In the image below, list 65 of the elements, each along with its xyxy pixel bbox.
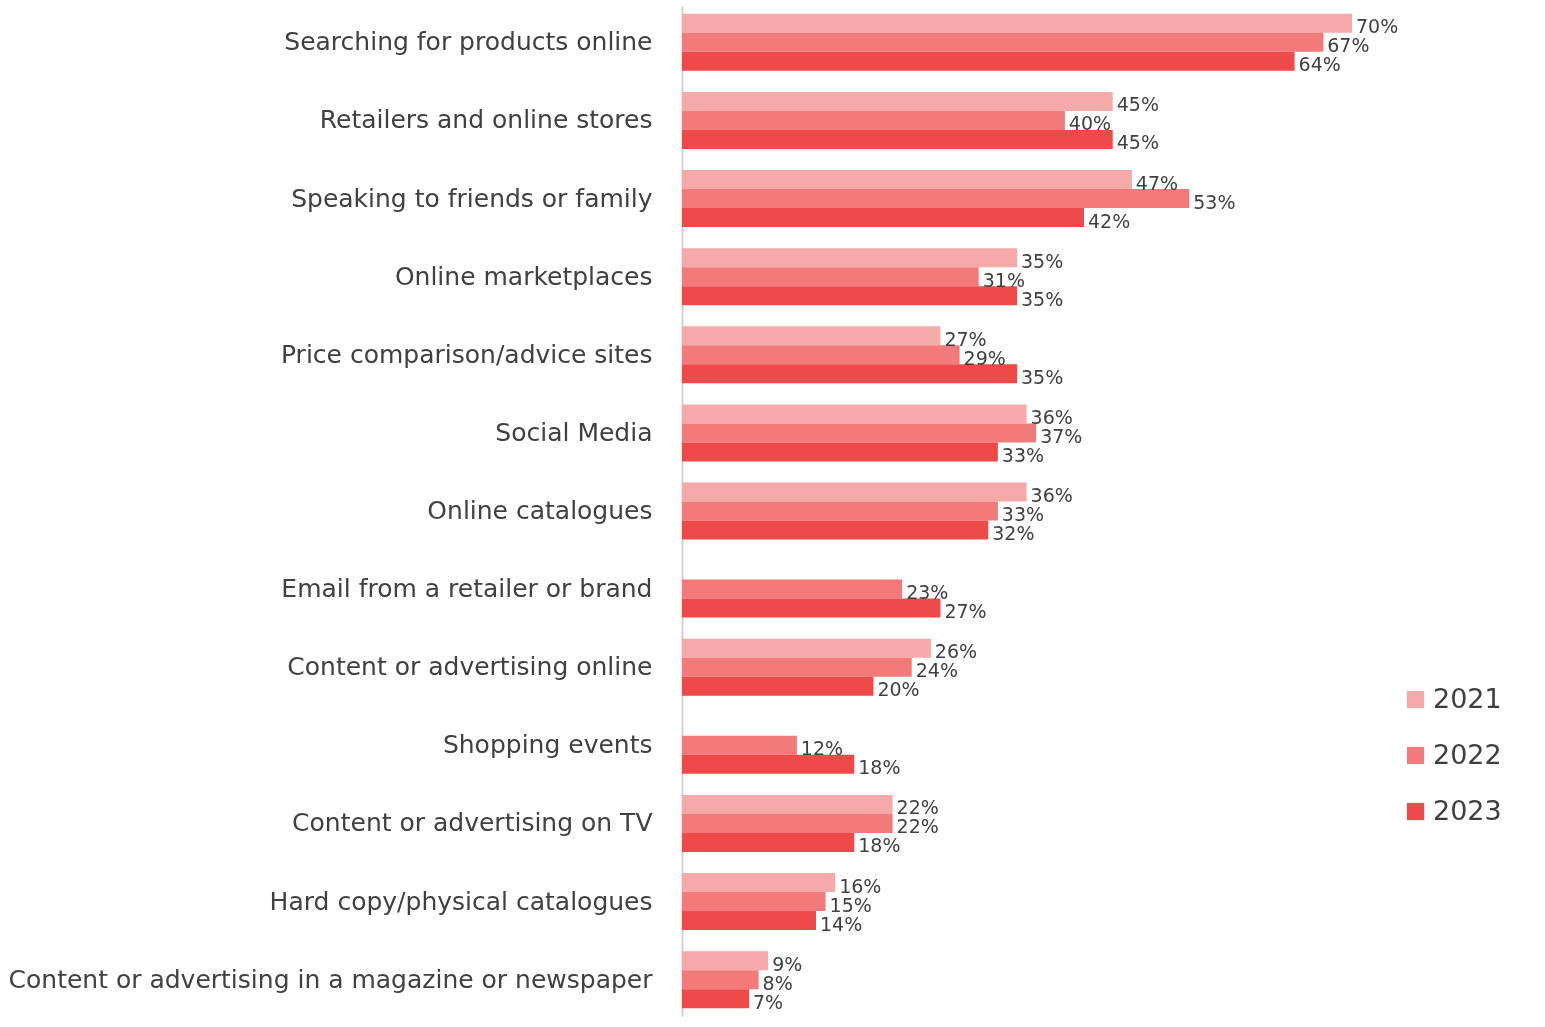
bar: [682, 51, 1295, 71]
bar: [682, 364, 1017, 384]
data-label: 36%: [1030, 483, 1073, 506]
y-tick-label: Content or advertising in a magazine or newspaper: [8, 964, 654, 994]
y-tick-label: Email from a retailer or brand: [281, 574, 653, 604]
data-label: 33%: [1001, 503, 1045, 525]
y-tick-label: Searching for products online: [284, 27, 653, 57]
bar: [682, 892, 826, 912]
bar: [682, 13, 1352, 33]
data-label: 12%: [800, 737, 844, 760]
y-tick-label: Retailers and online stores: [319, 105, 653, 135]
bar: [682, 248, 1017, 268]
data-label: 35%: [1021, 365, 1064, 388]
bar: [682, 442, 998, 462]
bar: [682, 579, 903, 599]
legend-label: 2022: [1433, 738, 1502, 770]
bar: [682, 482, 1027, 502]
y-tick-label: Content or advertising online: [287, 652, 653, 682]
bar: [682, 110, 1065, 130]
bar: [682, 735, 797, 755]
bar: [682, 598, 941, 618]
bar: [682, 32, 1324, 52]
y-tick-label: Online catalogues: [427, 496, 653, 525]
y-tick-label: Price comparison/advice sites: [280, 339, 653, 369]
data-label: 45%: [1116, 131, 1159, 154]
bar: [682, 970, 759, 990]
bar: [682, 345, 960, 365]
bar: [682, 170, 1132, 190]
y-tick-label: Content or advertising on TV: [292, 808, 653, 838]
bar: [682, 423, 1037, 443]
y-tick-label: Online marketplaces: [394, 261, 653, 291]
bar: [682, 951, 769, 971]
bar: [682, 404, 1027, 424]
bar: [682, 129, 1113, 149]
bar: [682, 911, 816, 931]
bar: [682, 813, 893, 833]
bar: [682, 501, 998, 521]
bar: [682, 989, 749, 1009]
data-label: 47%: [1135, 171, 1179, 194]
bar: [682, 676, 874, 696]
legend-label: 2023: [1433, 794, 1502, 826]
bar: [682, 286, 1017, 306]
data-label: 53%: [1193, 190, 1236, 213]
bar: [682, 657, 912, 677]
data-label: 32%: [992, 522, 1035, 545]
legend-label: 2021: [1433, 682, 1502, 714]
bar: [682, 267, 979, 287]
data-label: 18%: [858, 756, 901, 779]
bar: [682, 520, 989, 540]
bar: [682, 794, 893, 814]
bar: [682, 189, 1190, 209]
y-tick-label: Social Media: [495, 417, 653, 447]
data-label: 45%: [1116, 93, 1159, 116]
y-tick-label: Hard copy/physical catalogues: [269, 886, 653, 916]
bar: [682, 754, 855, 774]
bar: [682, 832, 855, 852]
bar: [682, 208, 1084, 228]
bar: [682, 326, 941, 346]
y-tick-label: Shopping events: [442, 730, 653, 760]
bar: [682, 91, 1113, 111]
y-tick-label: Speaking to friends or family: [291, 183, 653, 213]
bar: [682, 638, 931, 658]
data-label: 42%: [1088, 209, 1131, 232]
data-label: 40%: [1068, 112, 1112, 135]
bar: [682, 873, 836, 893]
